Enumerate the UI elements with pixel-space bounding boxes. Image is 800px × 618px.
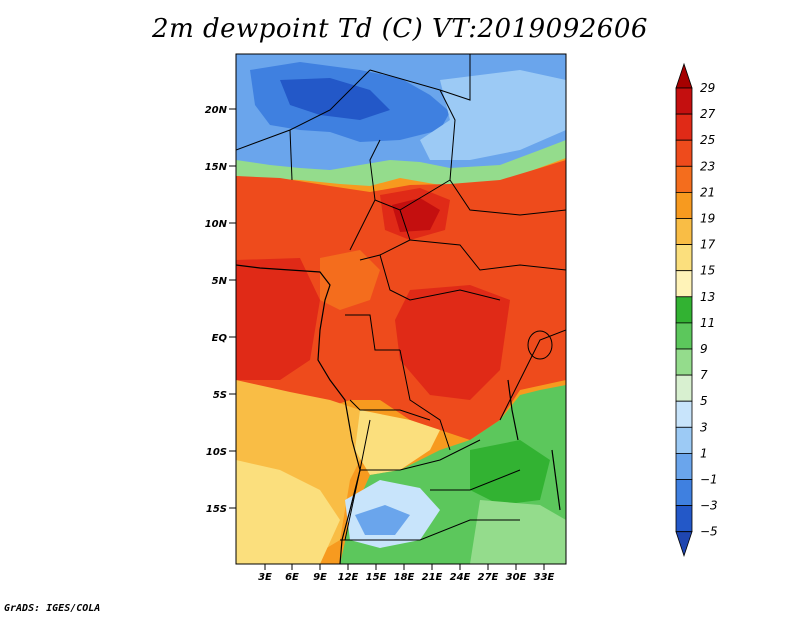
colorbar-label: −1 (700, 473, 718, 487)
colorbar-label: −3 (700, 499, 718, 513)
colorbar-swatch (675, 479, 693, 507)
colorbar-label: 5 (700, 394, 708, 408)
west-tropical-red (236, 258, 320, 380)
southern-blue (355, 505, 410, 535)
colorbar-label: 15 (700, 264, 715, 278)
zambia-green (470, 440, 550, 505)
colorbar-swatch (675, 400, 693, 428)
lat-label: 10N (205, 219, 228, 230)
lon-label: 27E (478, 572, 499, 583)
lon-label: 33E (534, 572, 555, 583)
colorbar-swatch (675, 244, 693, 272)
colorbar-label: 29 (700, 81, 715, 95)
lat-label: 15N (205, 162, 228, 173)
lon-label: 21E (422, 572, 443, 583)
colorbar-label: 21 (700, 185, 715, 199)
colorbar-swatch (675, 218, 693, 246)
colorbar-swatch (675, 113, 693, 141)
lat-label: 15S (206, 504, 227, 515)
colorbar-swatch (675, 270, 693, 298)
coastline (236, 264, 361, 564)
colorbar-swatch (675, 139, 693, 167)
angola-yellow (355, 410, 440, 475)
colorbar-swatch (675, 191, 693, 219)
colorbar-swatch (675, 322, 693, 350)
colorbar-label: 25 (700, 133, 715, 147)
latitude-axis (229, 108, 236, 509)
colorbar-swatch (675, 296, 693, 324)
colorbar-label: 19 (700, 212, 715, 226)
lat-label: 20N (205, 105, 228, 116)
colorbar-label: 7 (700, 368, 708, 382)
lat-label: EQ (212, 333, 228, 344)
colorbar-top-arrow (675, 62, 693, 89)
colorbar-swatch (675, 452, 693, 480)
sahel-light-blue (420, 70, 566, 160)
grads-credit: GrADS: IGES/COLA (4, 603, 101, 614)
lat-label: 5S (213, 390, 227, 401)
colorbar-bottom-arrow (675, 531, 693, 557)
colorbar-label: 1 (700, 446, 708, 460)
colorbar-label: 13 (700, 290, 715, 304)
lon-label: 3E (258, 572, 272, 583)
colorbar-swatch (675, 374, 693, 402)
congo-basin (395, 285, 510, 400)
colorbar-swatch (675, 87, 693, 115)
sahel-edge (236, 140, 566, 186)
colorbar-label: 23 (700, 159, 715, 173)
lon-label: 6E (285, 572, 299, 583)
lon-label: 9E (313, 572, 327, 583)
colorbar-swatch (675, 505, 693, 533)
colorbar-swatch (675, 426, 693, 454)
longitude-axis (264, 564, 545, 570)
colorbar-label: 17 (700, 238, 716, 252)
lake-victoria (527, 330, 553, 360)
colorbar-label: 3 (700, 420, 708, 434)
colorbar-swatch (675, 165, 693, 193)
colorbar: 29 27 25 23 21 19 17 15 13 11 9 7 5 3 1 −1 −3 −5 (675, 62, 718, 557)
lat-label: 5N (212, 276, 228, 287)
colorbar-label: −5 (700, 525, 718, 539)
lat-label: 10S (206, 447, 227, 458)
sahara-driest (280, 78, 390, 120)
southern-pale (236, 460, 340, 564)
lake-tanganyika (507, 379, 519, 441)
colorbar-label: 9 (700, 342, 708, 356)
lon-label: 24E (450, 572, 471, 583)
colorbar-swatch (675, 348, 693, 376)
se-light-green (470, 500, 566, 564)
cameroon-highland (320, 250, 380, 310)
lake-malawi (551, 449, 561, 511)
colorbar-label: 11 (700, 316, 715, 330)
lon-label: 15E (366, 572, 387, 583)
lon-label: 12E (338, 572, 359, 583)
lon-label: 30E (506, 572, 527, 583)
lon-label: 18E (394, 572, 415, 583)
colorbar-label: 27 (700, 107, 716, 121)
map-title: 2m dewpoint Td (C) VT:2019092606 (152, 14, 648, 44)
map-frame (235, 53, 567, 565)
